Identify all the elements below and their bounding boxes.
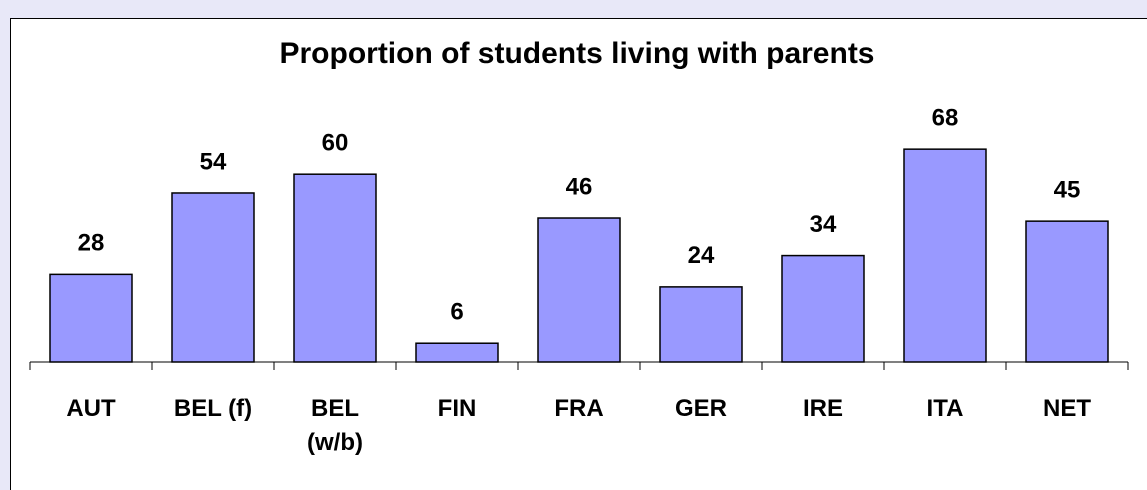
bar xyxy=(537,217,621,363)
data-label: 24 xyxy=(688,242,715,269)
x-tick-label: BEL (w/b) xyxy=(307,395,363,456)
bar xyxy=(781,254,865,363)
data-label: 34 xyxy=(810,211,837,238)
bar xyxy=(1025,220,1109,363)
data-label: 45 xyxy=(1054,176,1081,203)
bar xyxy=(293,173,377,363)
x-tick-label: IRE xyxy=(802,395,843,422)
x-tick-label: AUT xyxy=(66,395,116,422)
chart-title: Proportion of students living with paren… xyxy=(279,37,874,70)
data-label: 68 xyxy=(932,105,959,132)
data-label: 54 xyxy=(200,148,227,175)
bar xyxy=(415,342,499,363)
bar xyxy=(659,286,743,363)
x-tick-label: NET xyxy=(1043,395,1091,422)
data-label: 60 xyxy=(322,130,349,157)
x-tick-label: FIN xyxy=(437,395,477,422)
data-label: 46 xyxy=(566,173,593,200)
x-tick-label: BEL (f) xyxy=(173,395,253,422)
x-tick-label: GER xyxy=(674,395,727,422)
data-label: 28 xyxy=(78,230,105,257)
data-label: 6 xyxy=(450,299,463,326)
x-tick-label: ITA xyxy=(926,395,964,422)
bar xyxy=(171,192,255,363)
bar xyxy=(49,273,133,363)
x-tick-label: FRA xyxy=(554,395,604,422)
bar xyxy=(903,148,987,363)
